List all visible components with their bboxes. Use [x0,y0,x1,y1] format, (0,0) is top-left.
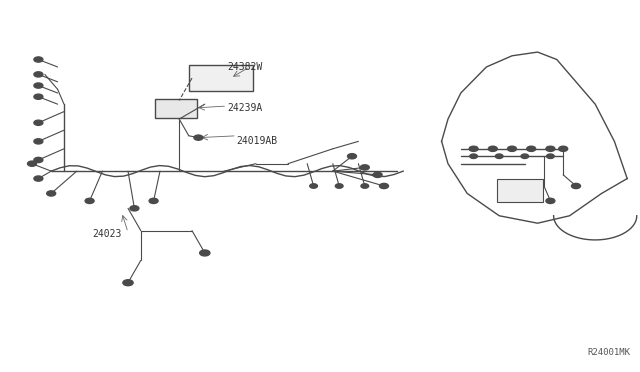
Circle shape [508,146,516,151]
Circle shape [546,198,555,203]
Circle shape [310,184,317,188]
Text: 24023: 24023 [93,230,122,239]
Circle shape [28,161,36,166]
Circle shape [34,139,43,144]
Text: 24382W: 24382W [227,62,262,72]
Circle shape [495,154,503,158]
Circle shape [348,154,356,159]
Circle shape [34,176,43,181]
Circle shape [488,146,497,151]
Circle shape [380,183,388,189]
Circle shape [546,146,555,151]
Circle shape [469,146,478,151]
Circle shape [360,165,369,170]
FancyBboxPatch shape [189,65,253,91]
Circle shape [335,184,343,188]
FancyBboxPatch shape [497,179,543,202]
Circle shape [47,191,56,196]
Circle shape [34,157,43,163]
Circle shape [34,72,43,77]
Circle shape [123,280,133,286]
Circle shape [521,154,529,158]
FancyBboxPatch shape [155,99,197,118]
Circle shape [527,146,536,151]
Text: R24001MK: R24001MK [588,348,630,357]
Circle shape [361,184,369,188]
Circle shape [130,206,139,211]
Text: 24019AB: 24019AB [237,137,278,146]
Circle shape [470,154,477,158]
Circle shape [572,183,580,189]
Text: 24239A: 24239A [227,103,262,113]
Circle shape [85,198,94,203]
Circle shape [34,57,43,62]
Circle shape [373,172,382,177]
Circle shape [200,250,210,256]
Circle shape [34,94,43,99]
Circle shape [559,146,568,151]
Circle shape [194,135,203,140]
Circle shape [34,120,43,125]
Circle shape [34,83,43,88]
Circle shape [149,198,158,203]
Circle shape [547,154,554,158]
